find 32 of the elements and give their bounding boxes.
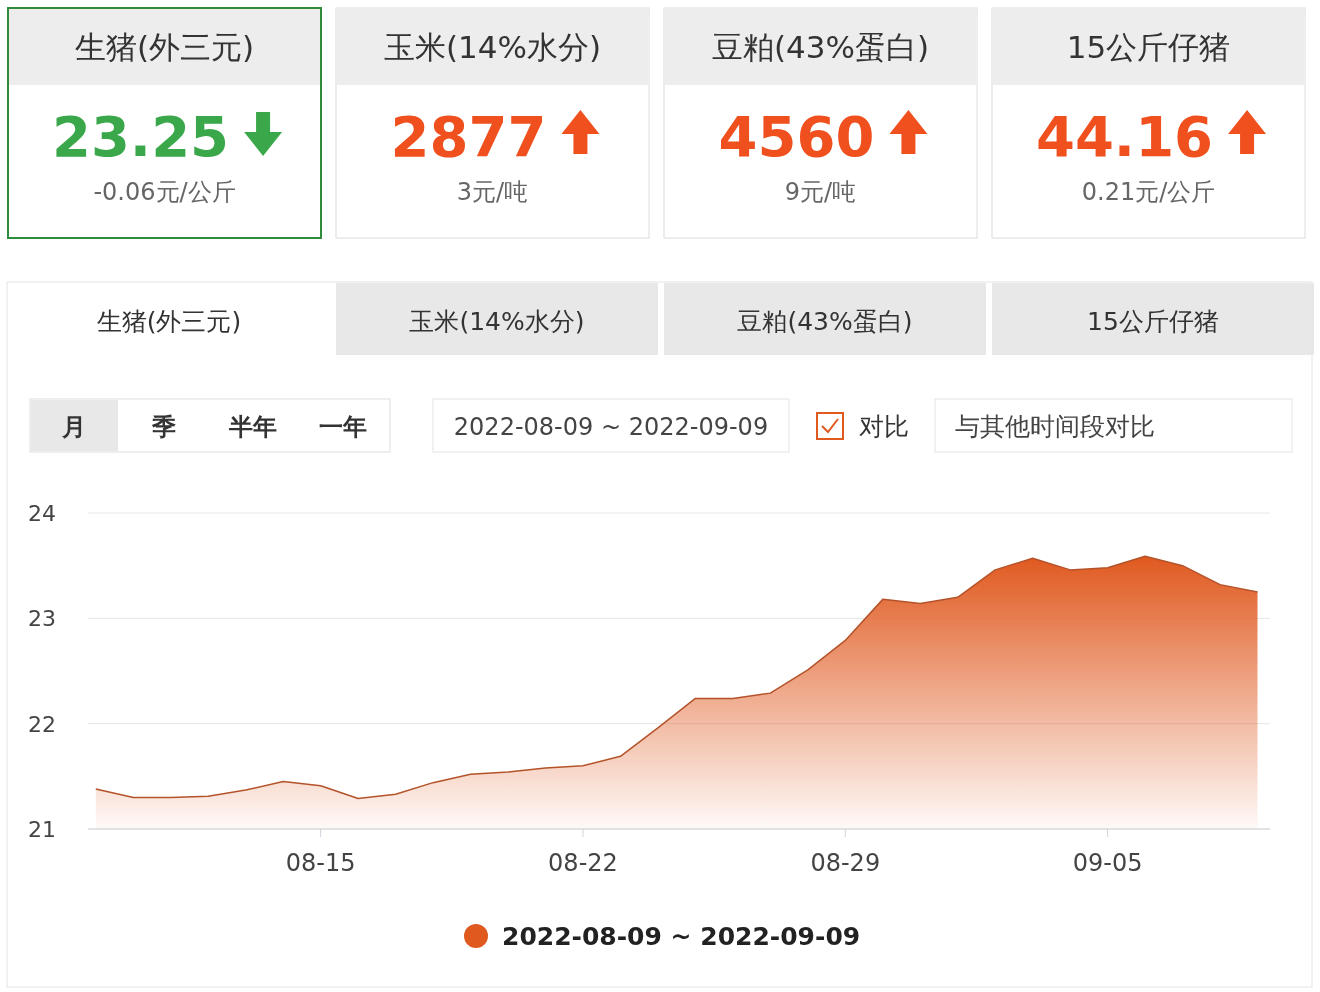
text: 4560 xyxy=(718,104,875,169)
text: 0.21元/公斤 xyxy=(1081,178,1216,206)
text: 3元/吨 xyxy=(456,178,529,206)
text: 生猪(外三元) xyxy=(74,29,255,65)
y-tick-label: 24 xyxy=(28,501,56,526)
text: 半年 xyxy=(228,413,277,441)
text: 玉米(14%水分) xyxy=(383,29,602,65)
text: 一年 xyxy=(319,413,367,441)
text: 15公斤仔猪 xyxy=(1066,29,1231,65)
text: 15公斤仔猪 xyxy=(1087,307,1219,336)
text: 2877 xyxy=(390,104,547,169)
x-tick-label: 08-15 xyxy=(285,849,356,877)
text: 对比 xyxy=(859,412,909,441)
y-tick-label: 21 xyxy=(28,817,56,842)
x-tick-label: 08-22 xyxy=(548,849,618,877)
text: 生猪(外三元) xyxy=(96,307,242,336)
text: 豆粕(43%蛋白) xyxy=(737,307,913,336)
text: 9元/吨 xyxy=(784,178,857,206)
x-tick-label: 08-29 xyxy=(810,849,881,877)
text: 季 xyxy=(151,413,176,441)
text: -0.06元/公斤 xyxy=(93,178,236,206)
legend-label: 2022-08-09 ~ 2022-09-09 xyxy=(502,922,861,951)
text: 豆粕(43%蛋白) xyxy=(711,29,930,65)
text: 与其他时间段对比 xyxy=(955,412,1155,441)
y-tick-label: 23 xyxy=(28,606,56,632)
text: 23.25 xyxy=(51,104,230,169)
x-tick-label: 09-05 xyxy=(1072,849,1143,877)
text: 玉米(14%水分) xyxy=(409,307,585,336)
y-tick-label: 22 xyxy=(28,711,56,737)
text: 44.16 xyxy=(1035,104,1214,169)
text: 2022-08-09 ~ 2022-09-09 xyxy=(453,413,769,441)
text: 月 xyxy=(61,413,86,441)
